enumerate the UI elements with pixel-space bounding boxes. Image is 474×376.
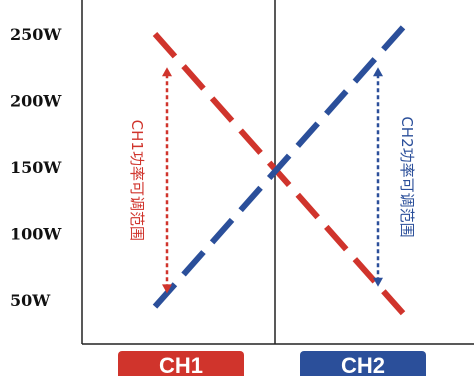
ch1-series-line (152, 32, 406, 316)
y-tick-label: 100W (10, 225, 62, 244)
ch2-channel-label: CH2 (341, 353, 385, 376)
ch2-range-label: CH2功率可调范围 (398, 116, 416, 237)
y-axis-ticks: 250W 200W 150W 100W 50W (10, 25, 62, 310)
ch2-range-arrowhead-top (373, 67, 383, 77)
y-tick-label: 250W (10, 25, 62, 44)
y-tick-label: 50W (10, 291, 51, 310)
ch2-range-arrowhead-bottom (373, 277, 383, 287)
ch2-channel-box (300, 351, 426, 376)
ch1-range-arrowhead-top (162, 67, 172, 77)
ch1-range-arrowhead-bottom (162, 284, 172, 294)
ch1-channel-label: CH1 (159, 353, 203, 376)
channel-labels: CH1 CH2 (118, 351, 426, 376)
ch1-range-label: CH1功率可调范围 (128, 120, 146, 241)
range-annotations: CH1功率可调范围 CH2功率可调范围 (128, 67, 416, 294)
ch2-series-line (152, 25, 406, 309)
series-group (152, 25, 406, 316)
y-tick-label: 200W (10, 92, 62, 111)
ch1-channel-box (118, 351, 244, 376)
y-tick-label: 150W (10, 158, 62, 177)
